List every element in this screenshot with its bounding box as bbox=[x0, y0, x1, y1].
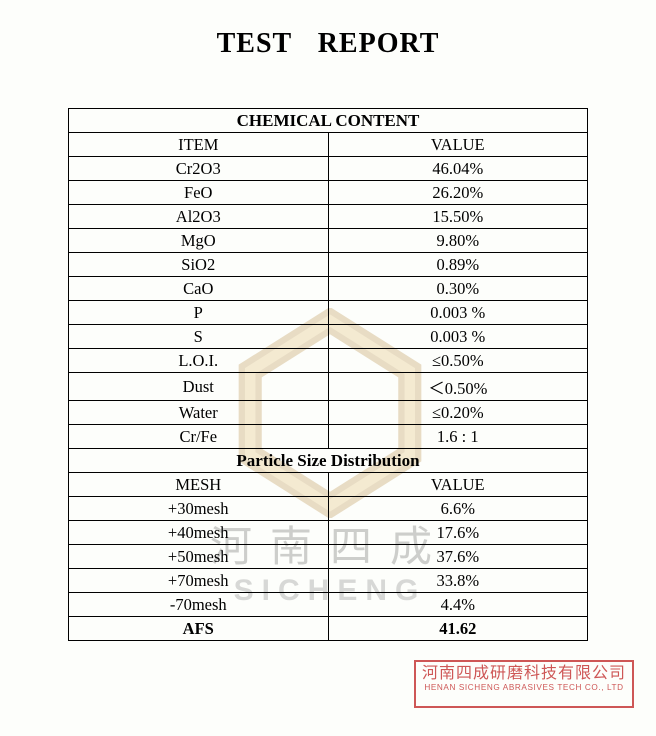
table-row: Cr2O346.04% bbox=[69, 157, 588, 181]
table-row: CaO0.30% bbox=[69, 277, 588, 301]
chemical-heading: CHEMICAL CONTENT bbox=[69, 109, 588, 133]
table-row: Dust＜0.50% bbox=[69, 373, 588, 401]
table-row: L.O.I.≤0.50% bbox=[69, 349, 588, 373]
table-row: -70mesh4.4% bbox=[69, 593, 588, 617]
table-row: SiO20.89% bbox=[69, 253, 588, 277]
report-table: CHEMICAL CONTENT ITEM VALUE Cr2O346.04% … bbox=[68, 108, 588, 641]
table-row: AFS 41.62 bbox=[69, 617, 588, 641]
chemical-col-value: VALUE bbox=[328, 133, 588, 157]
table-row: +30mesh6.6% bbox=[69, 497, 588, 521]
table-row: Cr/Fe1.6 : 1 bbox=[69, 425, 588, 449]
particle-col-item: MESH bbox=[69, 473, 329, 497]
table-row: Al2O315.50% bbox=[69, 205, 588, 229]
table-row: FeO26.20% bbox=[69, 181, 588, 205]
table-row: +40mesh17.6% bbox=[69, 521, 588, 545]
particle-col-value: VALUE bbox=[328, 473, 588, 497]
afs-value: 41.62 bbox=[328, 617, 588, 641]
table-row: MgO9.80% bbox=[69, 229, 588, 253]
table-row: Water≤0.20% bbox=[69, 401, 588, 425]
stamp-cn-text: 河南四成研磨科技有限公司 bbox=[416, 665, 632, 683]
company-stamp: 河南四成研磨科技有限公司 HENAN SICHENG ABRASIVES TEC… bbox=[414, 660, 634, 708]
stamp-en-text: HENAN SICHENG ABRASIVES TECH CO., LTD bbox=[416, 683, 632, 692]
table-row: S0.003 % bbox=[69, 325, 588, 349]
page-title: TEST REPORT bbox=[0, 28, 656, 60]
particle-heading: Particle Size Distribution bbox=[69, 449, 588, 473]
table-row: +70mesh33.8% bbox=[69, 569, 588, 593]
table-row: P0.003 % bbox=[69, 301, 588, 325]
afs-label: AFS bbox=[69, 617, 329, 641]
chemical-col-item: ITEM bbox=[69, 133, 329, 157]
table-row: +50mesh37.6% bbox=[69, 545, 588, 569]
